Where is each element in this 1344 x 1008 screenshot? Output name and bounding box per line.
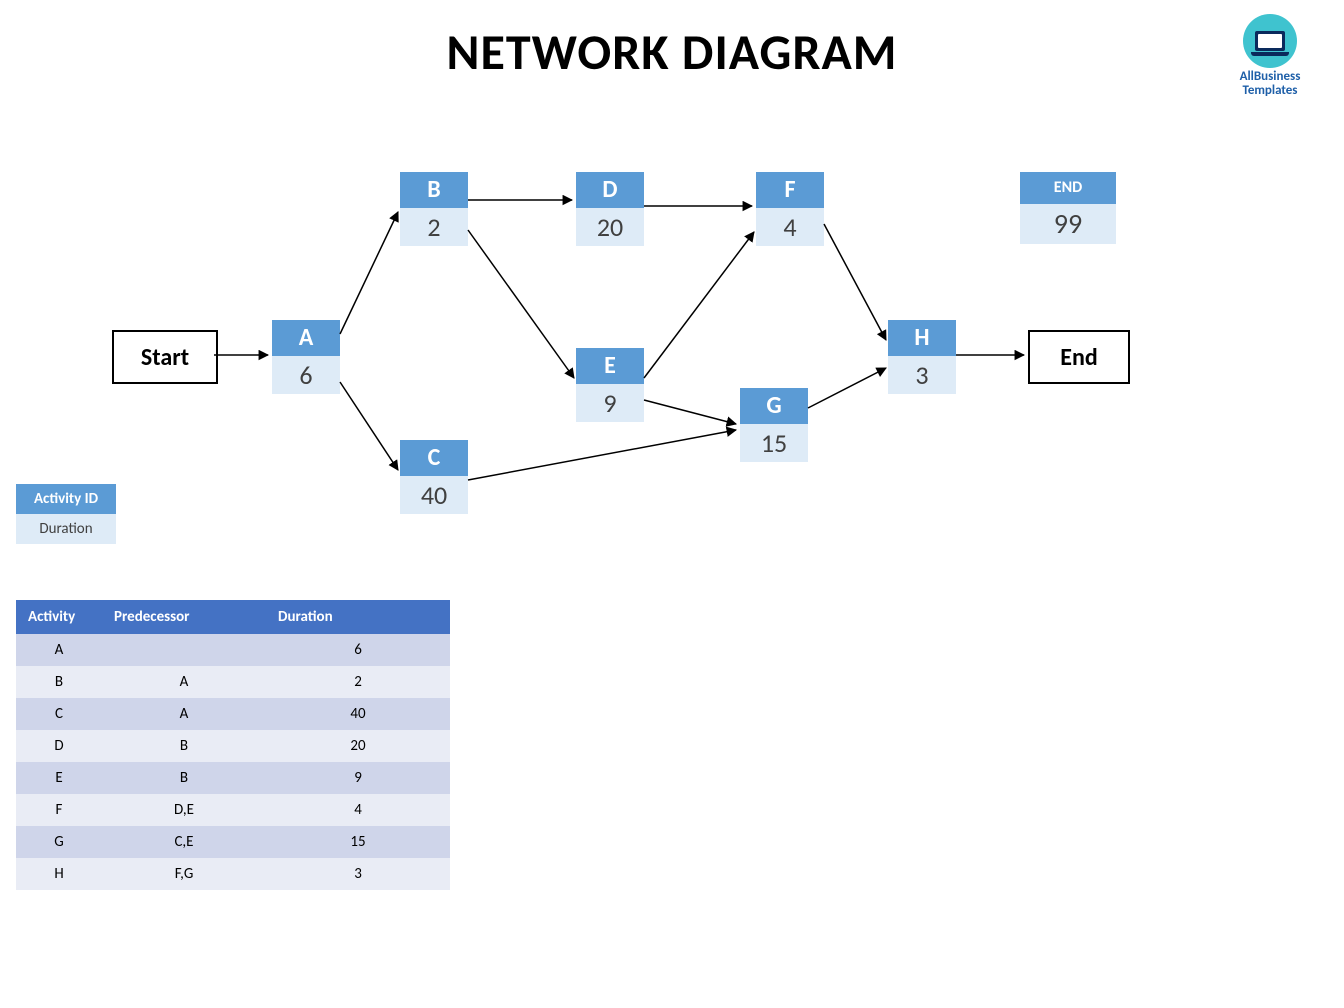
activity-id: E: [576, 348, 644, 384]
activity-node-E: E9: [576, 348, 644, 422]
table-cell: H: [16, 858, 102, 890]
activity-id: H: [888, 320, 956, 356]
activity-id: C: [400, 440, 468, 476]
table-cell: C: [16, 698, 102, 730]
table-header-cell: Activity: [16, 600, 102, 634]
activity-node-C: C40: [400, 440, 468, 514]
table-cell: C,E: [102, 826, 266, 858]
diagram-canvas: NETWORK DIAGRAM AllBusiness Templates St…: [0, 0, 1344, 1008]
activity-node-F: F4: [756, 172, 824, 246]
table-cell: F: [16, 794, 102, 826]
table-cell: 9: [266, 762, 450, 794]
edge-G-H: [808, 368, 886, 408]
table-cell: 4: [266, 794, 450, 826]
table-row: CA40: [16, 698, 450, 730]
activity-id: A: [272, 320, 340, 356]
activity-duration: 6: [272, 356, 340, 394]
activity-duration: 9: [576, 384, 644, 422]
table-row: GC,E15: [16, 826, 450, 858]
start-box: Start: [112, 330, 218, 384]
table-cell: B: [16, 666, 102, 698]
activity-duration: 15: [740, 424, 808, 462]
table-cell: B: [102, 730, 266, 762]
table-cell: B: [102, 762, 266, 794]
table-cell: A: [102, 666, 266, 698]
table-cell: 2: [266, 666, 450, 698]
table-cell: E: [16, 762, 102, 794]
table-cell: [102, 634, 266, 666]
table-cell: D,E: [102, 794, 266, 826]
edge-E-G: [644, 400, 736, 424]
edge-F-H: [824, 224, 886, 340]
legend-id-label: Activity ID: [16, 484, 116, 514]
activity-table: ActivityPredecessorDuration A6BA2CA40DB2…: [16, 600, 450, 890]
laptop-icon: [1243, 14, 1297, 68]
table-cell: A: [102, 698, 266, 730]
table-row: BA2: [16, 666, 450, 698]
end-label: End: [1060, 343, 1097, 372]
table-header-cell: Predecessor: [102, 600, 266, 634]
activity-id: F: [756, 172, 824, 208]
legend-duration-label: Duration: [16, 514, 116, 544]
table-cell: 20: [266, 730, 450, 762]
logo-text-line1: AllBusiness: [1220, 70, 1320, 84]
activity-node-A: A6: [272, 320, 340, 394]
table-header-cell: Duration: [266, 600, 450, 634]
table-row: EB9: [16, 762, 450, 794]
activity-node-B: B2: [400, 172, 468, 246]
logo: AllBusiness Templates: [1220, 14, 1320, 97]
activity-node-H: H3: [888, 320, 956, 394]
table-cell: A: [16, 634, 102, 666]
page-title: NETWORK DIAGRAM: [0, 22, 1344, 83]
logo-text-line2: Templates: [1220, 84, 1320, 98]
activity-id: B: [400, 172, 468, 208]
table-cell: 6: [266, 634, 450, 666]
start-label: Start: [141, 343, 189, 372]
activity-duration: 4: [756, 208, 824, 246]
table-cell: 40: [266, 698, 450, 730]
activity-duration: 20: [576, 208, 644, 246]
edge-A-C: [340, 382, 398, 470]
table-cell: F,G: [102, 858, 266, 890]
edge-C-G: [468, 430, 736, 480]
end-summary-duration: 99: [1020, 204, 1116, 244]
activity-duration: 3: [888, 356, 956, 394]
edge-E-F: [644, 232, 754, 378]
activity-duration: 40: [400, 476, 468, 514]
table-cell: 3: [266, 858, 450, 890]
edge-A-B: [340, 212, 398, 334]
table-cell: G: [16, 826, 102, 858]
table-row: HF,G3: [16, 858, 450, 890]
end-box: End: [1028, 330, 1130, 384]
edge-B-E: [468, 230, 574, 378]
activity-id: D: [576, 172, 644, 208]
legend: Activity ID Duration: [16, 484, 116, 544]
end-summary-id: END: [1020, 172, 1116, 204]
table-row: DB20: [16, 730, 450, 762]
activity-id: G: [740, 388, 808, 424]
table-header-row: ActivityPredecessorDuration: [16, 600, 450, 634]
activity-duration: 2: [400, 208, 468, 246]
table-row: FD,E4: [16, 794, 450, 826]
table-cell: D: [16, 730, 102, 762]
activity-node-G: G15: [740, 388, 808, 462]
activity-node-D: D20: [576, 172, 644, 246]
end-summary-node: END 99: [1020, 172, 1116, 244]
table-row: A6: [16, 634, 450, 666]
table-cell: 15: [266, 826, 450, 858]
